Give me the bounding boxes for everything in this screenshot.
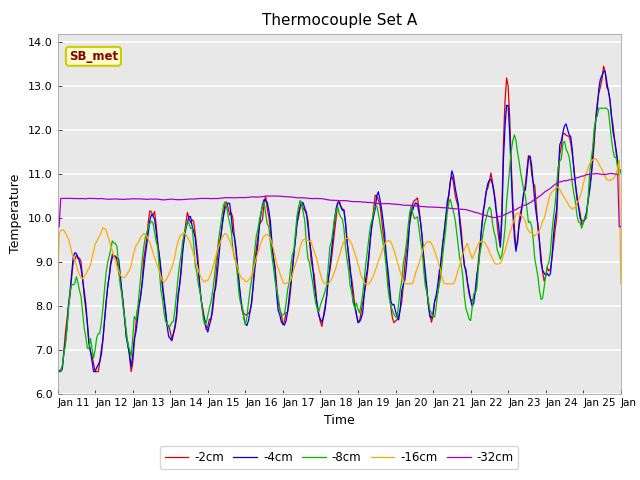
-4cm: [54, 369, 61, 374]
-8cm: [406, 211, 413, 216]
-8cm: [617, 167, 625, 173]
-4cm: [374, 189, 382, 195]
-2cm: [159, 279, 166, 285]
-32cm: [617, 224, 625, 229]
-8cm: [374, 210, 382, 216]
Text: SB_met: SB_met: [69, 50, 118, 63]
-32cm: [54, 224, 61, 229]
-2cm: [374, 197, 382, 203]
-8cm: [393, 315, 401, 321]
-2cm: [617, 169, 625, 175]
-16cm: [548, 189, 556, 195]
-32cm: [607, 170, 615, 176]
-32cm: [406, 203, 413, 208]
-32cm: [374, 201, 382, 206]
-16cm: [159, 278, 166, 284]
-8cm: [595, 105, 603, 111]
X-axis label: Time: Time: [324, 414, 355, 427]
Line: -2cm: -2cm: [58, 66, 621, 372]
-16cm: [406, 281, 413, 287]
Line: -16cm: -16cm: [58, 158, 621, 284]
-2cm: [406, 221, 413, 227]
-4cm: [548, 255, 556, 261]
-4cm: [617, 168, 625, 174]
-32cm: [548, 184, 556, 190]
-32cm: [159, 197, 166, 203]
-16cm: [617, 281, 625, 287]
-2cm: [548, 254, 556, 260]
-32cm: [393, 202, 401, 207]
Line: -32cm: -32cm: [58, 173, 621, 227]
Line: -8cm: -8cm: [58, 108, 621, 372]
Line: -4cm: -4cm: [58, 71, 621, 372]
-8cm: [69, 282, 77, 288]
-4cm: [393, 314, 401, 320]
-4cm: [600, 68, 607, 74]
-2cm: [393, 317, 401, 323]
-4cm: [69, 254, 77, 260]
Title: Thermocouple Set A: Thermocouple Set A: [262, 13, 417, 28]
-2cm: [600, 63, 607, 69]
-8cm: [159, 296, 166, 301]
-2cm: [69, 260, 77, 265]
-16cm: [69, 254, 77, 260]
-8cm: [548, 229, 556, 235]
-16cm: [374, 258, 382, 264]
-16cm: [590, 156, 598, 161]
-32cm: [69, 196, 77, 202]
-4cm: [159, 285, 166, 290]
Y-axis label: Temperature: Temperature: [10, 174, 22, 253]
-2cm: [54, 369, 61, 374]
-4cm: [406, 219, 413, 225]
-8cm: [54, 369, 61, 374]
-16cm: [393, 257, 401, 263]
Legend: -2cm, -4cm, -8cm, -16cm, -32cm: -2cm, -4cm, -8cm, -16cm, -32cm: [160, 446, 518, 469]
-16cm: [54, 281, 61, 287]
